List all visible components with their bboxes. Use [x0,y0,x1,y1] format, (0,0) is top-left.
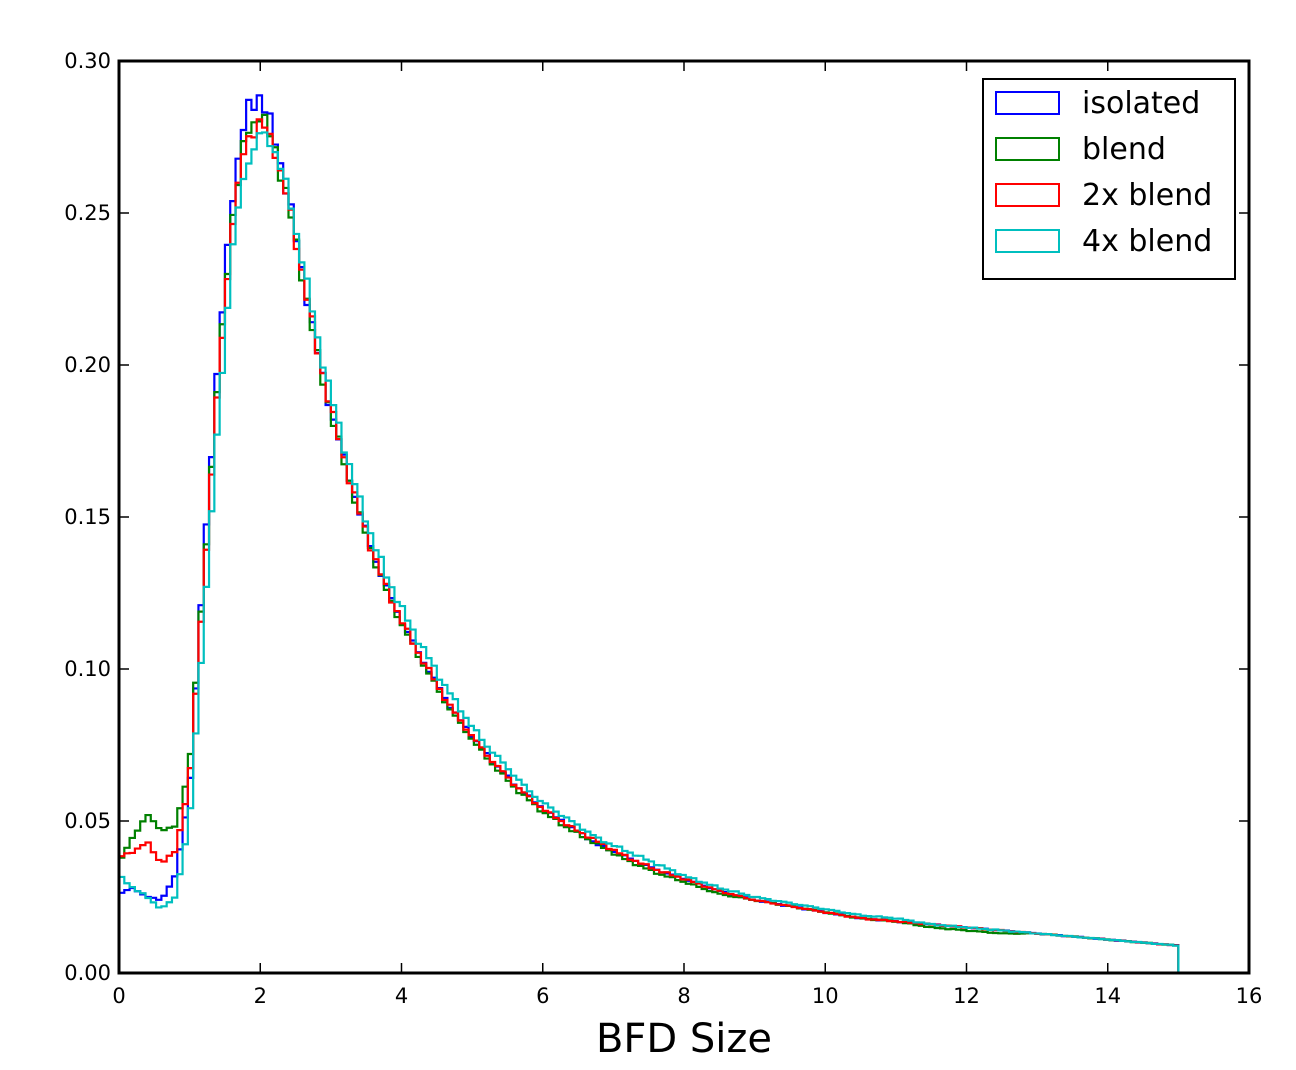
legend-box [982,78,1236,280]
x-tick-label: 12 [953,984,980,1008]
y-tick-label: 0.15 [64,505,111,529]
legend-swatch [995,183,1060,207]
x-tick-label: 2 [254,984,267,1008]
x-tick-label: 14 [1094,984,1121,1008]
y-tick-label: 0.25 [64,201,111,225]
legend-label: blend [1082,132,1166,167]
x-tick-label: 10 [812,984,839,1008]
x-tick-label: 16 [1236,984,1263,1008]
tick-labels-layer: 0 2 4 6 8 10 12 14 16 0.00 0.05 0.10 0.15 0.20 0.25 0.3… [64,49,1262,1008]
x-tick-label: 6 [536,984,549,1008]
series-layer [117,94,1180,973]
y-tick-label: 0.10 [64,657,111,681]
legend-swatch [995,137,1060,161]
y-tick-label: 0.00 [64,961,111,985]
legend-label: 2x blend [1082,178,1212,213]
x-tick-label: 8 [677,984,690,1008]
legend-swatch [995,229,1060,253]
legend-swatch [995,91,1060,115]
legend-label: 4x blend [1082,224,1212,259]
y-tick-label: 0.20 [64,353,111,377]
series-line-4x-blend [117,131,1180,973]
legend: isolated blend 2x blend 4x blend [982,78,1236,280]
x-tick-label: 0 [112,984,125,1008]
ticks-layer [118,60,1250,974]
y-tick-label: 0.05 [64,809,111,833]
x-tick-label: 4 [395,984,408,1008]
legend-label: isolated [1082,86,1200,121]
x-axis-title: BFD Size [596,1016,772,1062]
y-tick-label: 0.30 [64,49,111,73]
